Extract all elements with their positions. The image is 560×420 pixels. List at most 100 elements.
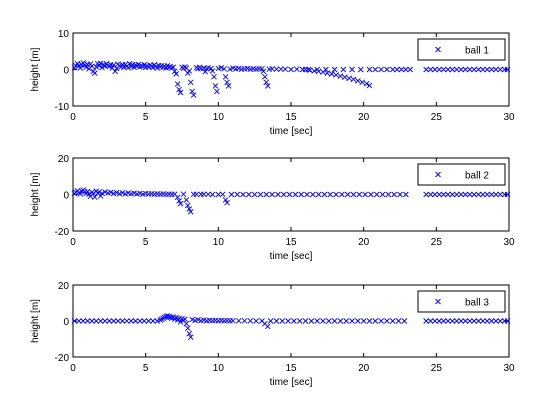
legend-label: ball 3 bbox=[465, 298, 489, 309]
data-point bbox=[453, 191, 460, 198]
data-point bbox=[440, 66, 447, 73]
x-tick-label: 0 bbox=[70, 363, 76, 374]
data-point bbox=[349, 66, 355, 73]
data-point bbox=[123, 318, 130, 324]
data-point bbox=[305, 66, 312, 73]
data-point bbox=[344, 191, 351, 198]
data-point bbox=[427, 318, 434, 324]
data-point bbox=[458, 191, 464, 198]
data-point bbox=[293, 66, 300, 72]
x-tick-label: 30 bbox=[503, 363, 515, 374]
data-point bbox=[458, 66, 464, 73]
data-point bbox=[462, 191, 469, 198]
y-tick-label: 0 bbox=[63, 66, 69, 77]
data-point bbox=[262, 73, 268, 80]
data-point bbox=[93, 64, 100, 70]
data-point bbox=[180, 191, 187, 197]
data-point bbox=[471, 191, 477, 198]
data-point bbox=[186, 330, 193, 337]
data-point bbox=[346, 75, 352, 82]
data-point bbox=[150, 318, 156, 324]
data-point bbox=[391, 191, 398, 198]
data-point bbox=[475, 66, 482, 73]
y-tick-label: 20 bbox=[58, 281, 70, 292]
legend: ball 2 bbox=[417, 163, 506, 186]
data-point bbox=[224, 199, 230, 206]
data-point bbox=[384, 66, 390, 73]
data-point bbox=[340, 66, 347, 73]
data-point bbox=[96, 63, 102, 69]
data-point bbox=[385, 191, 392, 198]
data-point bbox=[209, 191, 216, 198]
data-point bbox=[247, 318, 254, 324]
data-point bbox=[97, 193, 104, 199]
x-tick-label: 20 bbox=[358, 112, 370, 123]
series-ball-2 bbox=[71, 187, 511, 215]
data-point bbox=[211, 73, 217, 80]
data-point bbox=[449, 191, 456, 198]
data-point bbox=[84, 188, 91, 195]
data-point bbox=[208, 65, 214, 72]
data-point bbox=[174, 81, 181, 87]
data-point bbox=[273, 318, 280, 324]
x-tick-label: 5 bbox=[143, 237, 149, 248]
data-point bbox=[253, 318, 259, 324]
data-point bbox=[436, 191, 443, 198]
data-point bbox=[106, 318, 113, 324]
data-point bbox=[125, 64, 132, 71]
data-point bbox=[471, 66, 477, 73]
legend-marker bbox=[435, 298, 441, 305]
x-tick-label: 25 bbox=[431, 363, 443, 374]
data-point bbox=[389, 66, 396, 73]
data-point bbox=[445, 66, 451, 73]
data-point bbox=[402, 66, 409, 73]
data-point bbox=[475, 318, 482, 324]
data-point bbox=[177, 319, 184, 325]
data-point bbox=[337, 73, 344, 79]
x-tick-label: 10 bbox=[213, 112, 225, 123]
data-point bbox=[193, 191, 200, 198]
data-point bbox=[504, 318, 511, 324]
data-point bbox=[107, 189, 114, 196]
data-point bbox=[427, 66, 434, 73]
legend-label: ball 1 bbox=[465, 46, 489, 57]
data-point bbox=[466, 191, 473, 198]
data-point bbox=[83, 64, 89, 71]
data-point bbox=[278, 66, 284, 72]
data-point bbox=[235, 318, 242, 324]
data-point bbox=[137, 318, 143, 324]
data-point bbox=[285, 318, 291, 324]
data-point bbox=[141, 318, 148, 324]
data-point bbox=[480, 318, 486, 324]
data-point bbox=[488, 66, 495, 73]
data-point bbox=[135, 61, 142, 68]
data-point bbox=[341, 74, 348, 80]
data-point bbox=[222, 197, 229, 203]
x-tick-label: 0 bbox=[70, 237, 76, 248]
y-axis-label: height [m] bbox=[30, 299, 41, 343]
data-point bbox=[436, 66, 443, 73]
data-point bbox=[177, 89, 184, 96]
data-point bbox=[126, 60, 133, 67]
data-point bbox=[205, 191, 211, 198]
data-point bbox=[357, 66, 364, 73]
data-point bbox=[343, 318, 350, 324]
data-point bbox=[480, 66, 486, 73]
data-point bbox=[320, 318, 326, 324]
y-tick-label: -20 bbox=[55, 227, 70, 238]
legend-box bbox=[417, 290, 506, 313]
data-point bbox=[484, 318, 491, 324]
data-point bbox=[466, 318, 473, 324]
x-tick-label: 25 bbox=[431, 237, 443, 248]
data-point bbox=[445, 318, 451, 324]
data-point bbox=[89, 63, 95, 70]
data-point bbox=[504, 66, 511, 73]
data-point bbox=[302, 318, 309, 324]
data-point bbox=[90, 190, 97, 197]
data-point bbox=[378, 66, 384, 73]
data-point bbox=[427, 191, 434, 198]
data-point bbox=[102, 189, 108, 195]
data-point bbox=[296, 318, 303, 324]
data-point bbox=[113, 189, 120, 196]
